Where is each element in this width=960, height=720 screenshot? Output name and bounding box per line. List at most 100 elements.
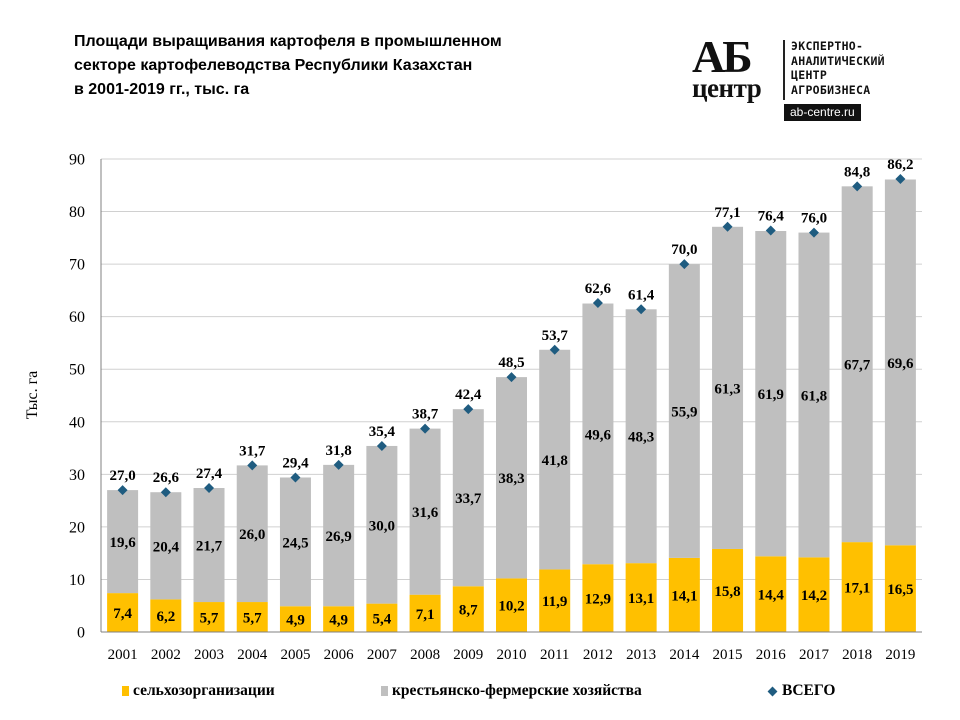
bar-segment-farms: [582, 303, 614, 565]
data-label-total: 61,4: [628, 287, 655, 303]
y-tick-label: 50: [69, 362, 85, 379]
x-tick-label: 2011: [540, 647, 569, 663]
chart-title-line-2: секторе картофелеводства Республики Каза…: [74, 57, 473, 74]
bar-segment-farms: [539, 349, 571, 570]
data-label-total: 86,2: [887, 157, 913, 173]
legend-item-farms: крестьянско-фермерские хозяйства: [381, 682, 642, 700]
bar-segment-farms: [366, 445, 398, 604]
x-tick-label: 2005: [280, 647, 310, 663]
bar-segment-agri-orgs: [755, 556, 787, 632]
data-label-total: 35,4: [369, 424, 396, 440]
x-tick-label: 2018: [842, 647, 872, 663]
data-label-total: 31,7: [239, 443, 266, 459]
bar-segment-agri-orgs: [625, 563, 657, 632]
data-labels: 7,4 19,6 27,0 6,2 20,4 26,6 5,7 21,7 27,4 5,7 26,0…: [109, 157, 914, 629]
logo-text-line: АНАЛИТИЧЕСКИЙ: [791, 53, 885, 68]
data-label-total: 62,6: [585, 281, 612, 297]
data-label-total: 31,8: [326, 443, 352, 459]
x-tick-label: 2003: [194, 647, 224, 663]
data-label-agri-orgs: 10,2: [498, 599, 524, 615]
bar-segment-agri-orgs: [236, 602, 268, 632]
x-tick-label: 2006: [324, 647, 355, 663]
legend: сельхозорганизации крестьянско-фермерски…: [0, 682, 960, 702]
bar-segment-farms: [884, 179, 916, 546]
x-tick-label: 2004: [237, 647, 268, 663]
data-label-farms: 41,8: [542, 453, 568, 469]
data-label-farms: 19,6: [109, 535, 136, 551]
logo-url: ab-centre.ru: [784, 104, 861, 121]
data-label-farms: 49,6: [585, 427, 612, 443]
y-tick-label: 80: [69, 204, 85, 221]
data-label-agri-orgs: 4,9: [329, 613, 348, 629]
data-label-farms: 21,7: [196, 539, 223, 555]
bar-segment-farms: [755, 231, 787, 557]
bar-segment-agri-orgs: [841, 542, 873, 632]
data-label-agri-orgs: 17,1: [844, 581, 870, 597]
bar-segment-farms: [841, 186, 873, 543]
ab-centre-logo: АБ центр ЭКСПЕРТНО- АНАЛИТИЧЕСКИЙ ЦЕНТР …: [690, 31, 930, 122]
logo-mark-top: АБ: [692, 31, 753, 82]
x-tick-label: 2013: [626, 647, 656, 663]
bar-segment-farms: [323, 464, 355, 607]
logo-text-line: АГРОБИЗНЕСА: [791, 82, 871, 97]
data-label-agri-orgs: 14,4: [758, 588, 785, 604]
data-label-agri-orgs: 5,4: [372, 611, 391, 627]
chart-title-line-1: Площади выращивания картофеля в промышле…: [74, 33, 502, 50]
data-label-total: 76,4: [758, 208, 785, 224]
bar-segment-farms: [625, 309, 657, 564]
logo-divider: [783, 40, 785, 100]
data-label-agri-orgs: 14,2: [801, 588, 827, 604]
bar-segment-agri-orgs: [582, 564, 614, 632]
legend-diamond-icon: [767, 686, 778, 696]
bar-segment-farms: [668, 264, 700, 558]
y-axis-label: Тыс. га: [24, 371, 41, 420]
y-tick-label: 70: [69, 257, 85, 274]
total-marker-diamond: [117, 485, 128, 496]
bar-segment-agri-orgs: [539, 569, 571, 632]
y-tick-label: 90: [69, 152, 85, 169]
bar-segment-farms: [798, 232, 830, 558]
total-marker-diamond: [333, 459, 344, 470]
data-label-agri-orgs: 15,8: [714, 584, 740, 600]
y-tick-label: 30: [69, 467, 85, 484]
bar-segment-agri-orgs: [366, 603, 398, 632]
data-label-farms: 69,6: [887, 356, 914, 372]
y-tick-label: 60: [69, 309, 85, 326]
bar-segment-farms: [409, 428, 441, 595]
total-marker-diamond: [765, 225, 776, 236]
total-marker-diamond: [592, 298, 603, 309]
data-label-agri-orgs: 7,4: [113, 606, 132, 622]
data-label-total: 48,5: [498, 355, 524, 371]
total-marker-diamond: [160, 487, 171, 498]
legend-swatch-agri-orgs: [122, 686, 129, 696]
bar-segment-agri-orgs: [193, 602, 225, 632]
x-tick-label: 2001: [108, 647, 138, 663]
legend-label-total: ВСЕГО: [782, 682, 836, 699]
bar-segment-agri-orgs: [107, 593, 139, 632]
data-label-farms: 48,3: [628, 430, 654, 446]
data-label-farms: 67,7: [844, 358, 871, 374]
legend-label-farms: крестьянско-фермерские хозяйства: [392, 682, 642, 699]
data-label-agri-orgs: 5,7: [200, 611, 219, 627]
logo-mark-bottom: центр: [692, 73, 762, 103]
data-label-farms: 61,8: [801, 388, 827, 404]
data-label-farms: 30,0: [369, 518, 395, 534]
bar-segment-farms: [712, 226, 744, 549]
data-label-total: 38,7: [412, 407, 439, 423]
logo-text-line: ЭКСПЕРТНО-: [791, 39, 864, 53]
total-marker-diamond: [722, 221, 733, 232]
bar-segment-farms: [236, 465, 268, 603]
total-marker-diamond: [247, 460, 258, 471]
x-tick-label: 2007: [367, 647, 398, 663]
x-tick-label: 2015: [713, 647, 743, 663]
axes: [100, 159, 922, 633]
x-tick-label: 2012: [583, 647, 613, 663]
bar-segment-farms: [193, 487, 225, 603]
chart-title: Площади выращивания картофеля в промышле…: [74, 30, 614, 102]
x-tick-label: 2008: [410, 647, 440, 663]
x-tick-label: 2014: [669, 647, 700, 663]
total-markers: [117, 173, 906, 498]
total-marker-diamond: [679, 259, 690, 270]
bar-segment-farms: [452, 409, 484, 587]
total-marker-diamond: [895, 173, 906, 184]
